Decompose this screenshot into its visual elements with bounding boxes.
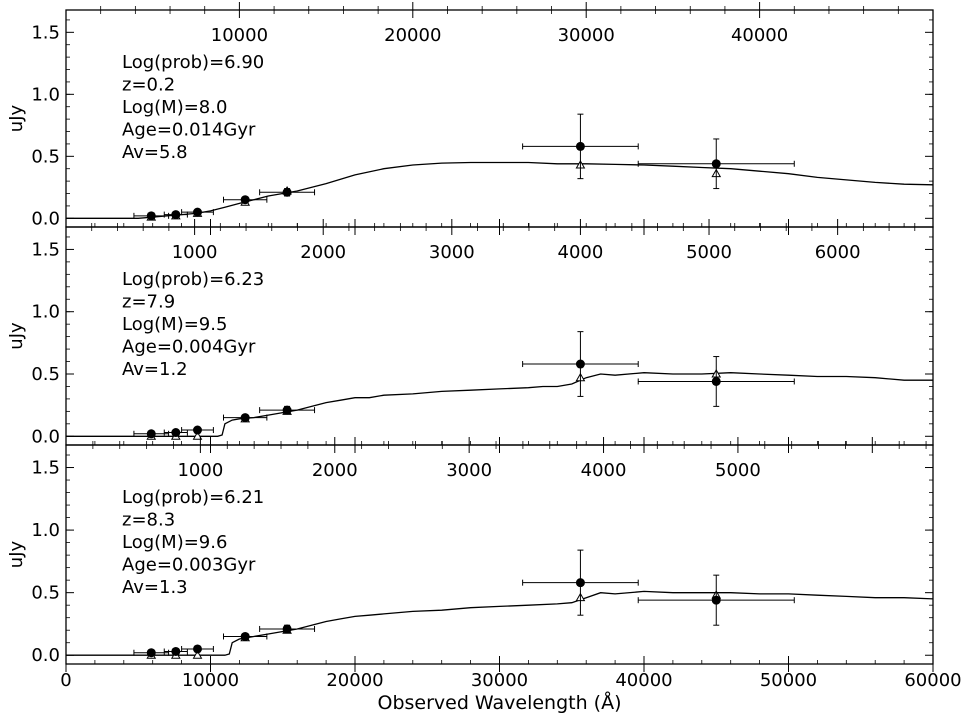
panel-frame (65, 9, 934, 228)
fit-annotation: z=7.9 (122, 292, 175, 313)
fit-annotation: Log(M)=9.6 (122, 532, 227, 553)
top-axis-tick-label: 20000 (384, 25, 441, 46)
observed-point (192, 207, 202, 217)
plot-area (66, 549, 933, 659)
y-tick-label: 1.0 (31, 302, 60, 323)
y-tick-label: 0.0 (31, 426, 60, 447)
fit-annotation: Log(prob)=6.90 (122, 52, 264, 73)
y-tick-label: 1.5 (31, 458, 60, 479)
observed-point (240, 631, 250, 641)
observed-point (171, 428, 181, 438)
fit-annotation: z=8.3 (122, 510, 175, 531)
top-axis-tick-label: 5000 (686, 242, 732, 263)
y-axis-label: uJy (6, 104, 27, 132)
top-axis-tick-label: 4000 (558, 242, 604, 263)
fit-annotation: Age=0.004Gyr (122, 337, 256, 358)
fit-annotation: Age=0.014Gyr (122, 120, 256, 141)
y-tick-label: 0.5 (31, 583, 60, 604)
observed-point (711, 159, 721, 169)
x-tick-label: 20000 (326, 670, 383, 691)
observed-point (711, 595, 721, 605)
fit-annotation: z=0.2 (122, 75, 175, 96)
y-tick-label: 0.0 (31, 208, 60, 229)
x-tick-label: 40000 (615, 670, 672, 691)
fit-annotation: Log(M)=9.5 (122, 314, 227, 335)
observed-point (575, 578, 585, 588)
top-axis-tick-label: 1000 (172, 242, 218, 263)
fit-annotation: Log(prob)=6.23 (122, 269, 264, 290)
observed-point (240, 413, 250, 423)
model-photometry-point (192, 431, 203, 440)
y-tick-label: 1.0 (31, 84, 60, 105)
model-photometry-point (192, 650, 203, 659)
observed-point (171, 646, 181, 656)
panel-3: 0.0 0.5 1.0 1.5 uJy 1000 2000 3000 4000 5000 Log(p… (6, 437, 934, 672)
observed-point (282, 187, 292, 197)
y-tick-label: 1.5 (31, 22, 60, 43)
x-tick-label: 50000 (760, 670, 817, 691)
observed-point (146, 211, 156, 221)
fit-annotation: Av=5.8 (122, 142, 188, 163)
top-axis-tick-label: 30000 (558, 25, 615, 46)
top-axis-tick-label: 40000 (731, 25, 788, 46)
top-axis-tick-label: 3000 (429, 242, 475, 263)
panel-1: 0.0 0.5 1.0 1.5 uJy 10000 20000 30000 40000 Log(p… (6, 2, 934, 235)
fit-annotation: Age=0.003Gyr (122, 555, 256, 576)
top-axis-tick-label: 3000 (446, 460, 492, 481)
fit-annotation: Log(prob)=6.21 (122, 487, 264, 508)
y-axis-label: uJy (6, 540, 27, 568)
y-tick-label: 0.5 (31, 146, 60, 167)
y-tick-label: 1.5 (31, 239, 60, 260)
observed-point (282, 405, 292, 415)
y-tick-label: 0.5 (31, 364, 60, 385)
top-axis-tick-label: 2000 (300, 242, 346, 263)
top-axis-tick-label: 4000 (581, 460, 627, 481)
observed-point (146, 648, 156, 658)
x-tick-label: 30000 (471, 670, 528, 691)
panel-2: 0.0 0.5 1.0 1.5 uJy 1000 2000 3000 4000 5000 6000 L… (6, 219, 934, 453)
observed-point (192, 644, 202, 654)
y-tick-label: 0.0 (31, 645, 60, 666)
y-tick-label: 1.0 (31, 520, 60, 541)
top-axis-tick-label: 5000 (715, 460, 761, 481)
observed-point (282, 624, 292, 634)
x-tick-label: 60000 (904, 670, 961, 691)
observed-point (240, 195, 250, 205)
observed-point (171, 210, 181, 220)
observed-point (575, 141, 585, 151)
x-tick-label: 0 (60, 670, 71, 691)
plot-area (66, 331, 933, 440)
fit-annotation: Av=1.3 (122, 577, 188, 598)
plot-area (66, 113, 933, 221)
top-axis-tick-label: 2000 (312, 460, 358, 481)
top-axis-tick-label: 6000 (815, 242, 861, 263)
top-axis-tick-label: 10000 (211, 25, 268, 46)
y-axis-label: uJy (6, 322, 27, 350)
fit-annotation: Av=1.2 (122, 359, 188, 380)
top-axis-tick-label: 1000 (177, 460, 223, 481)
x-tick-label: 10000 (182, 670, 239, 691)
observed-point (192, 425, 202, 435)
x-axis-label: Observed Wavelength (Å) (377, 691, 621, 714)
fit-annotation: Log(M)=8.0 (122, 97, 227, 118)
observed-point (711, 376, 721, 386)
observed-point (146, 429, 156, 439)
observed-point (575, 359, 585, 369)
